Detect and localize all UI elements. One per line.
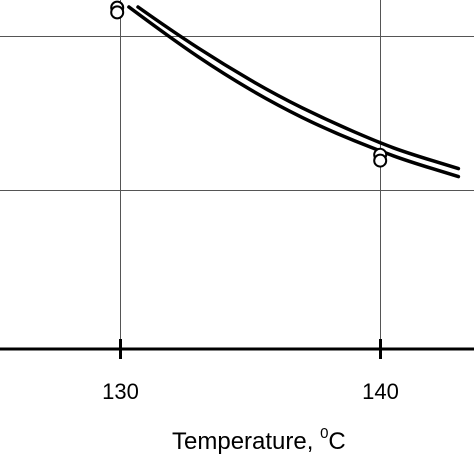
marker-layer xyxy=(110,0,388,168)
x-axis-title-text: Temperature, xyxy=(172,428,320,455)
curve-1 xyxy=(127,5,461,179)
x-tick-label-130: 130 xyxy=(102,379,139,404)
x-axis-title: Temperature, 0C xyxy=(172,425,346,455)
x-axis-title-unit: C xyxy=(328,428,345,455)
data-point-marker-4 xyxy=(373,153,388,168)
data-point-marker-2 xyxy=(110,5,125,20)
x-tick-layer: 130 140 xyxy=(102,339,399,404)
curve-2 xyxy=(136,5,461,171)
x-axis-title-superscript: 0 xyxy=(320,425,328,442)
x-tick-label-140: 140 xyxy=(362,379,399,404)
curve-layer xyxy=(127,5,461,179)
grid-layer xyxy=(0,0,474,349)
